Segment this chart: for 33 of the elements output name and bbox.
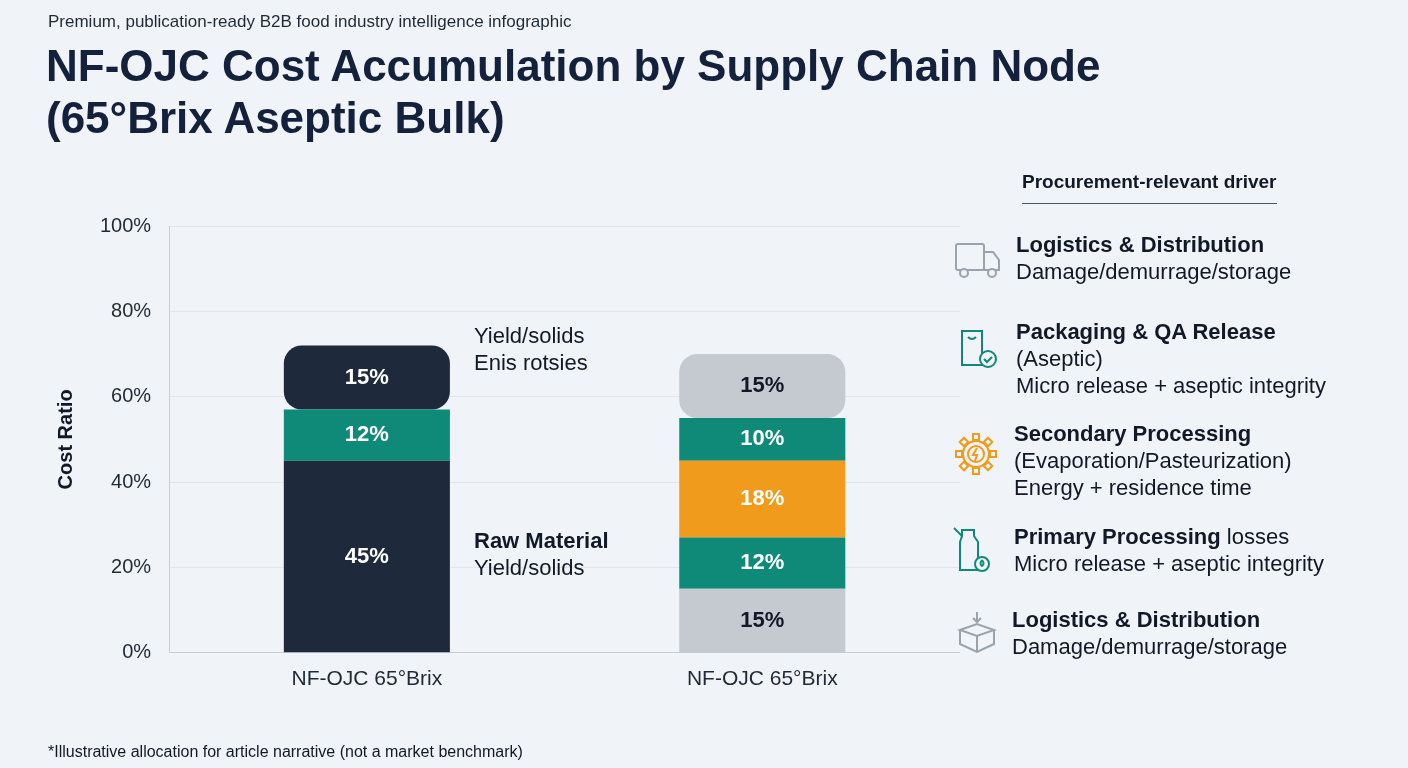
data-label: 12% (344, 421, 389, 447)
text: Secondary Processing (Evaporation/Pasteurization) Energy + residence time (1014, 420, 1292, 501)
data-label: 10% (740, 425, 785, 451)
text: Logistics & Distribution Damage/demurrage/storage (1016, 231, 1292, 285)
bar (679, 354, 846, 419)
chart-subtitle: Premium, publication-ready B2B food industry intelligence infographic (48, 12, 572, 32)
data-label: 18% (740, 485, 785, 511)
y-tick-label: 40% (111, 469, 152, 492)
data-label: 15% (740, 372, 785, 398)
y-tick-label: 80% (111, 298, 152, 321)
data-label: 15% (740, 606, 785, 632)
y-axis-title: Cost Ratio (53, 389, 76, 490)
bar (679, 418, 846, 461)
text: *Illustrative allocation for article narrative (not a market benchmark) (48, 742, 523, 762)
text: Procurement-relevant driver (1022, 170, 1277, 194)
bar (679, 537, 846, 589)
y-tick-label: 60% (111, 384, 152, 407)
x-tick-label: NF-OJC 65°Brix (686, 666, 839, 690)
bar (283, 409, 450, 461)
data-label: 12% (740, 549, 785, 575)
y-tick-label: 100% (100, 213, 152, 236)
text: Primary Processing losses Micro release + aseptic integrity (1014, 523, 1324, 577)
y-tick-label: 20% (111, 554, 152, 577)
text: Packaging & QA Release (Aseptic) Micro release + aseptic integrity (1016, 318, 1326, 399)
data-label: 45% (344, 542, 389, 568)
bar (679, 460, 846, 538)
x-tick-label: NF-OJC 65°Brix (291, 666, 443, 690)
chart-title: NF-OJC Cost Accumulation by Supply Chain Node (65°Brix Aseptic Bulk) (46, 40, 1101, 144)
text: Logistics & Distribution Damage/demurrage/storage (1012, 606, 1288, 660)
y-tick-label: 0% (122, 640, 152, 663)
data-label: 15% (344, 363, 389, 389)
annotation: Raw Material Yield/solids (474, 527, 609, 581)
annotation: Yield/solids Enis rotsies (474, 322, 588, 376)
